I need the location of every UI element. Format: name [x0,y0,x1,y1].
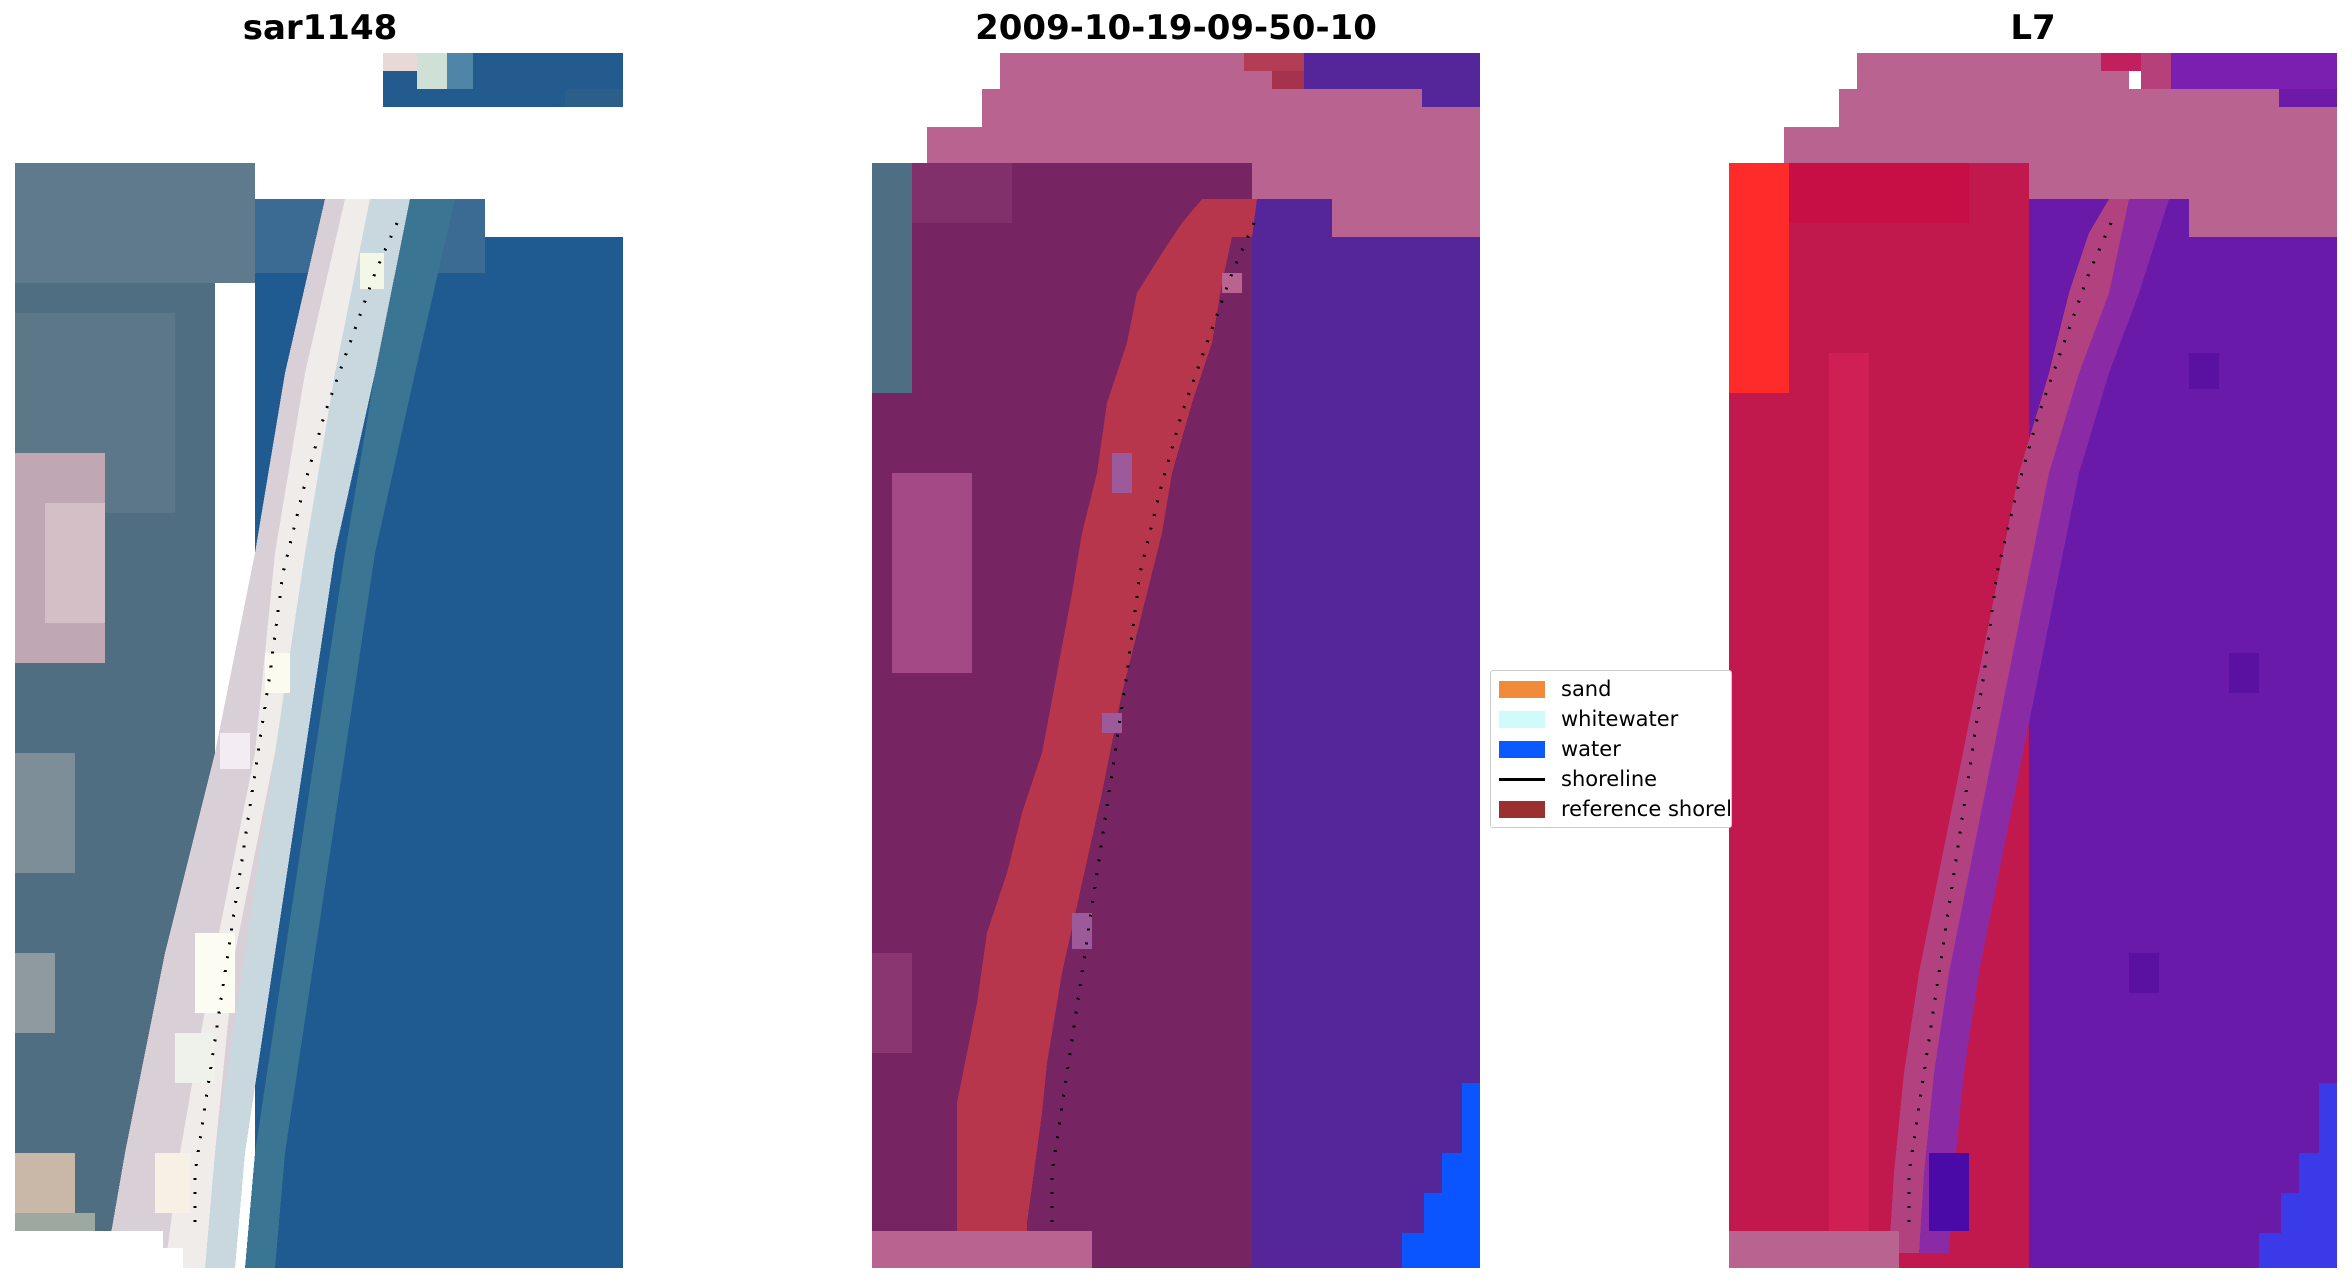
legend-item-reference-shoreline: reference shoreline [1499,795,1732,823]
panel-title-right: L7 [2010,8,2056,48]
water-swatch [1499,740,1545,758]
legend-item-shoreline: shoreline [1499,765,1657,793]
classification-panel [872,53,1480,1268]
legend-label-shoreline: shoreline [1561,767,1658,791]
rgb-image-panel [15,53,623,1268]
sand-swatch [1499,680,1545,698]
legend-label-whitewater: whitewater [1561,707,1679,731]
panel-title-middle: 2009-10-19-09-50-10 [975,8,1377,48]
legend-label-sand: sand [1561,677,1612,701]
reference-shoreline-swatch [1499,800,1545,818]
legend-label-reference-shoreline: reference shoreline [1561,797,1732,821]
legend: sand whitewater water shoreline referenc… [1490,670,1732,828]
panel-title-left: sar1148 [242,8,398,48]
l7-image-panel [1729,53,2337,1268]
legend-item-water: water [1499,735,1621,763]
legend-item-whitewater: whitewater [1499,705,1678,733]
legend-label-water: water [1561,737,1621,761]
shoreline-line-swatch [1499,777,1545,781]
whitewater-swatch [1499,710,1545,728]
legend-item-sand: sand [1499,675,1611,703]
